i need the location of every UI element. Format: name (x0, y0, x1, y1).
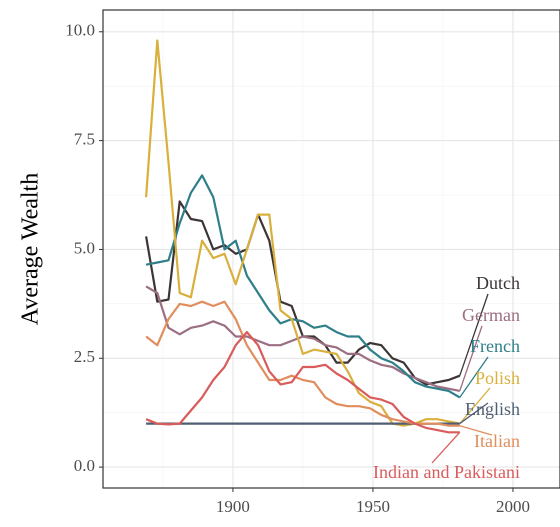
label-leader (459, 402, 489, 425)
label-leader (459, 356, 489, 398)
series-line (145, 300, 460, 427)
label-leader (459, 425, 493, 436)
series-label: Polish (475, 368, 520, 388)
label-leader (431, 431, 461, 464)
panel-border (102, 9, 560, 489)
series-line (145, 331, 460, 434)
y-tick-label: 2.5 (74, 347, 95, 366)
series-label: French (470, 336, 520, 356)
label-leader (459, 387, 491, 424)
label-leader (459, 325, 483, 392)
y-tick-label: 7.5 (74, 130, 95, 149)
y-tick-label: 5.0 (74, 238, 95, 257)
series-label: Indian and Pakistani (373, 462, 520, 482)
plot-lines (145, 39, 461, 434)
series-label: German (462, 305, 520, 325)
series-label: Dutch (476, 273, 520, 293)
series-label: English (465, 399, 520, 419)
y-tick-label: 0.0 (74, 456, 95, 475)
x-tick-label: 2000 (496, 497, 530, 516)
y-axis-title: Average Wealth (18, 173, 44, 325)
label-leader (459, 293, 489, 376)
x-tick-label: 1950 (356, 497, 390, 516)
y-tick-label: 10.0 (65, 21, 95, 40)
series-line (145, 39, 461, 427)
series-line (145, 174, 461, 399)
series-label: Italian (474, 431, 520, 451)
x-tick-label: 1900 (216, 497, 250, 516)
